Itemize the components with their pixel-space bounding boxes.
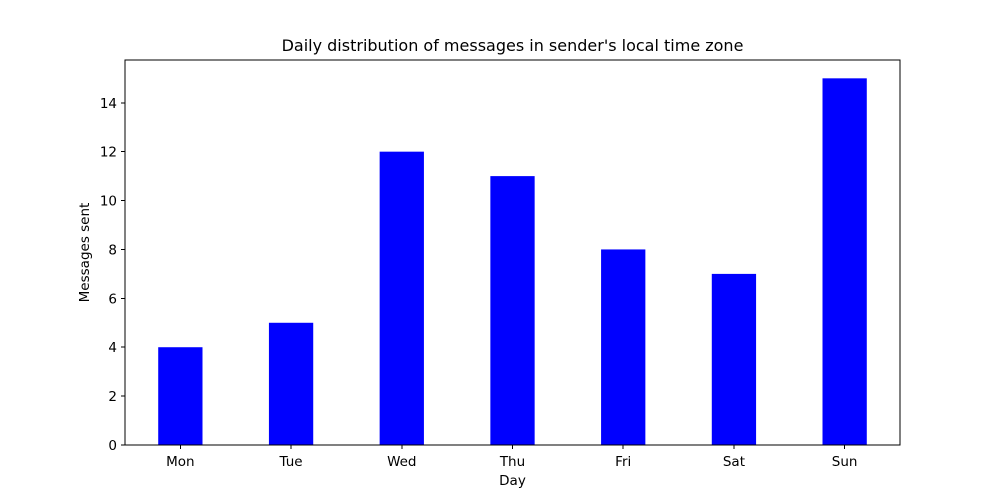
y-tick-label: 8 (108, 242, 117, 258)
chart-title: Daily distribution of messages in sender… (282, 36, 744, 55)
y-tick-label: 0 (108, 438, 117, 454)
y-tick-label: 2 (108, 389, 117, 405)
bar-mon (158, 347, 203, 445)
bar-sun (822, 78, 867, 445)
y-tick-label: 4 (108, 340, 117, 356)
bars-group (158, 78, 867, 446)
bar-wed (379, 151, 424, 446)
y-axis-label: Messages sent (77, 203, 93, 303)
y-axis-ticks: 0 2 4 6 8 10 12 14 (100, 96, 125, 454)
y-tick-label: 14 (100, 96, 117, 112)
bar-tue (268, 322, 314, 445)
y-tick-label: 12 (100, 145, 117, 161)
x-tick-label: Tue (279, 454, 303, 470)
bar-thu (490, 176, 535, 446)
x-axis-label: Day (499, 473, 526, 489)
x-axis-ticks: Mon Tue Wed Thu Fri Sat Sun (166, 445, 857, 470)
bar-fri (601, 249, 646, 445)
x-tick-label: Mon (166, 454, 194, 470)
x-tick-label: Sat (723, 454, 745, 470)
x-tick-label: Wed (387, 454, 416, 470)
y-tick-label: 10 (100, 194, 117, 210)
plot-frame (124, 59, 901, 446)
x-tick-label: Fri (615, 454, 631, 470)
y-tick-label: 6 (108, 291, 117, 307)
x-tick-label: Thu (499, 454, 525, 470)
bar-sat (711, 273, 757, 445)
x-tick-label: Sun (832, 454, 858, 470)
